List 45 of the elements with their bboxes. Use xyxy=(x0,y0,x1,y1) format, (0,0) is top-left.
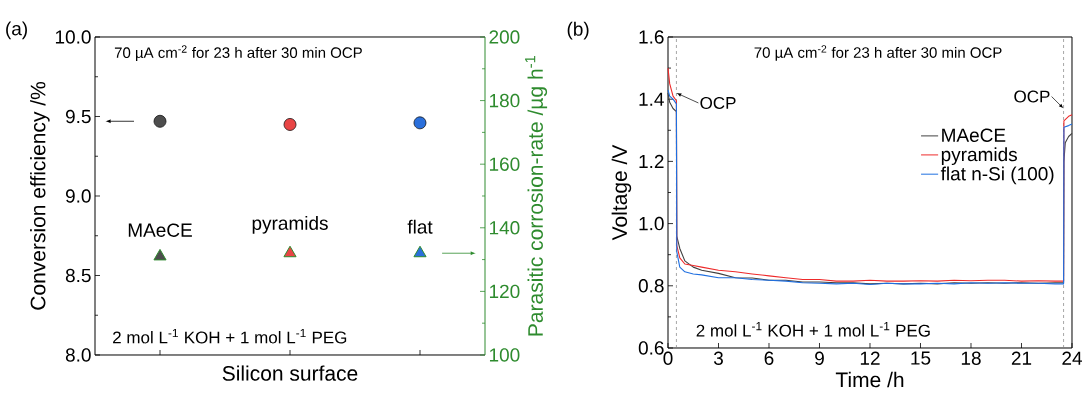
x-tick-label: flat xyxy=(407,219,433,234)
x-tick-label: 12 xyxy=(860,351,880,365)
y-tick-label: 1.2 xyxy=(639,154,664,169)
annotation: 70 µA cm$^{-2}$ for 23 h after 30 min OCP xyxy=(114,45,362,61)
y-tick-label: 1.0 xyxy=(639,216,664,231)
x-tick-label: 6 xyxy=(764,351,774,365)
y-tick-label: 1.4 xyxy=(639,92,664,106)
legend-label: flat n-Si (100) xyxy=(940,166,1054,185)
y-tick-label: 10.0 xyxy=(55,30,91,44)
x-tick-label: 15 xyxy=(911,351,931,365)
y-tick-label: 9.0 xyxy=(65,189,91,203)
x-tick-label: 24 xyxy=(1062,351,1082,365)
x-axis-title: Silicon surface xyxy=(222,365,358,381)
y-tick-label: 1.6 xyxy=(639,30,664,44)
x-tick-label: 9 xyxy=(815,351,824,365)
y-tick-label: 8.0 xyxy=(65,348,91,362)
y2-tick-label: 180 xyxy=(489,93,520,108)
x-tick-label: 0 xyxy=(663,351,673,365)
x-tick-label: 18 xyxy=(961,351,981,365)
text: (b) xyxy=(567,21,589,40)
x-tick-label: 21 xyxy=(1011,351,1032,365)
y-tick-label: 9.5 xyxy=(65,109,91,124)
x-tick-label: 3 xyxy=(713,351,723,365)
annotation: 2 mol L$^{-1}$ KOH + 1 mol L$^{-1}$ PEG xyxy=(696,322,930,337)
text: (a) xyxy=(6,21,27,40)
x-tick-label: MAeCE xyxy=(128,223,192,237)
annotation: 70 µA cm$^{-2}$ for 23 h after 30 min OCP xyxy=(754,45,1002,61)
annotation: 2 mol L$^{-1}$ KOH + 1 mol L$^{-1}$ PEG xyxy=(113,328,347,344)
y2-axis-title: Parasitic corrosion-rate /µg h$^{-1}$ xyxy=(525,56,548,336)
legend-label: MAeCE xyxy=(942,128,1006,142)
y2-tick-label: 100 xyxy=(489,348,520,362)
y2-tick-label: 200 xyxy=(489,30,520,44)
annotation: OCP xyxy=(1014,90,1050,103)
x-axis-title: Time /h xyxy=(835,371,904,388)
y2-tick-label: 120 xyxy=(489,284,520,299)
y2-tick-label: 140 xyxy=(489,221,520,235)
y-tick-label: 0.6 xyxy=(638,341,664,355)
y-tick-label: 0.8 xyxy=(638,279,664,293)
x-tick-label: pyramids xyxy=(252,215,328,234)
y-tick-label: 8.5 xyxy=(65,268,91,283)
legend-label: pyramids xyxy=(941,147,1017,165)
annotation: OCP xyxy=(700,96,736,109)
y-axis-title: Conversion efficiency /% xyxy=(30,82,50,310)
y-axis-title: Voltage /V xyxy=(611,144,632,241)
y2-tick-label: 160 xyxy=(489,157,520,171)
